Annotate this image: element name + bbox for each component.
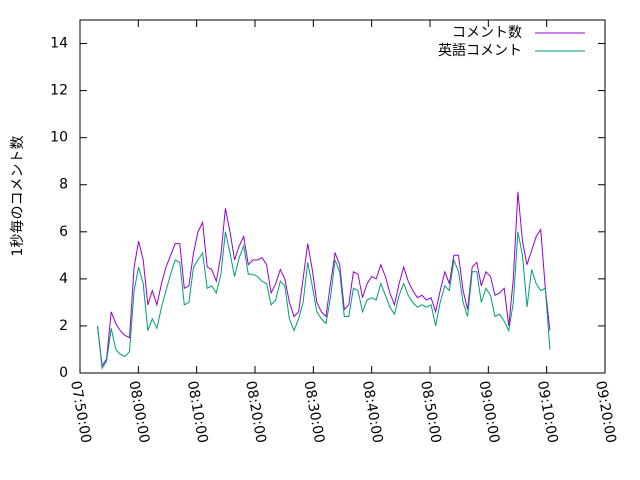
y-tick-label: 6	[59, 224, 68, 240]
y-tick-label: 12	[50, 83, 68, 99]
x-tick-label: 07:50:00	[67, 380, 94, 445]
series-line	[97, 191, 551, 368]
x-tick-label: 09:20:00	[592, 380, 619, 445]
y-tick-label: 8	[59, 177, 68, 193]
x-tick-label: 09:10:00	[534, 380, 561, 445]
x-tick-label: 08:20:00	[242, 380, 269, 445]
x-tick-label: 08:40:00	[359, 380, 386, 445]
x-tick-label: 09:00:00	[475, 380, 502, 445]
y-tick-label: 2	[59, 318, 68, 334]
plot-frame	[79, 19, 606, 374]
y-tick-label: 14	[50, 36, 68, 52]
y-tick-label: 0	[59, 365, 68, 381]
y-tick-label: 4	[59, 271, 68, 287]
x-tick-label: 08:10:00	[184, 380, 211, 445]
legend-label: 英語コメント	[438, 42, 522, 59]
x-tick-label: 08:50:00	[417, 380, 444, 445]
x-tick-label: 08:30:00	[300, 380, 327, 445]
y-tick-label: 10	[50, 130, 68, 146]
series-line	[97, 231, 551, 370]
y-axis-label: 1秒毎のコメント数	[10, 136, 26, 257]
legend-label: コメント数	[452, 25, 522, 41]
x-tick-label: 08:00:00	[125, 380, 152, 445]
